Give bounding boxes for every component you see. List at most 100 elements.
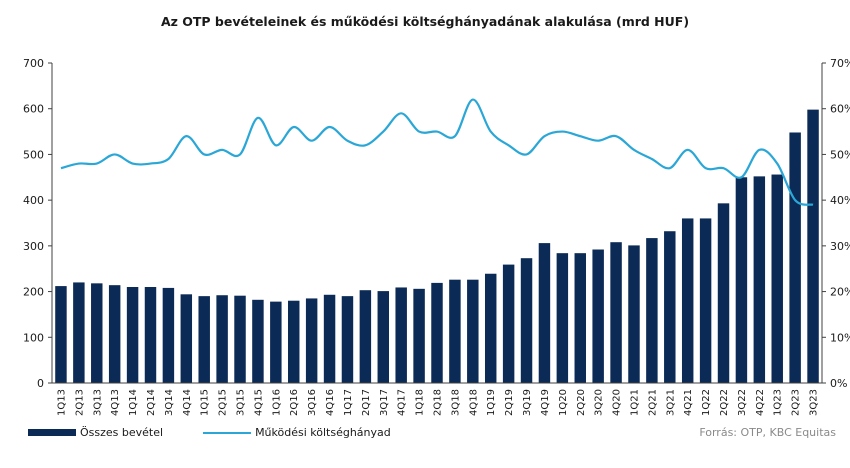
bar-1Q20: [556, 253, 569, 383]
y-left-tick-label: 500: [23, 148, 44, 161]
bar-1Q23: [771, 174, 783, 383]
legend-item-line: Működési költséghányad: [203, 426, 391, 439]
y-left-tick-label: 600: [23, 103, 44, 116]
bar-1Q17: [341, 296, 354, 383]
x-tick-label-1Q20: 1Q20: [558, 389, 569, 416]
legend-item-bar: Összes bevétel: [28, 426, 163, 439]
x-tick-label-2Q19: 2Q19: [504, 389, 515, 416]
bar-3Q20: [592, 249, 604, 383]
x-tick-label-4Q21: 4Q21: [683, 389, 694, 416]
bar-4Q15: [252, 299, 264, 383]
bar-3Q23: [807, 109, 819, 383]
x-tick-label-3Q16: 3Q16: [307, 389, 318, 416]
x-tick-label-1Q13: 1Q13: [56, 389, 67, 416]
x-tick-label-3Q21: 3Q21: [665, 389, 676, 416]
bar-4Q13: [108, 285, 121, 383]
x-tick-label-2Q18: 2Q18: [433, 389, 444, 416]
bar-series: [55, 109, 819, 383]
bar-1Q22: [699, 218, 712, 383]
bar-3Q17: [377, 291, 390, 383]
x-tick-label-1Q17: 1Q17: [343, 389, 354, 416]
x-tick-label-4Q17: 4Q17: [397, 389, 408, 416]
x-tick-label-4Q16: 4Q16: [325, 389, 336, 416]
y-left-tick-label: 700: [23, 57, 44, 70]
bar-2Q15: [216, 295, 228, 383]
chart-title: Az OTP bevételeinek és működési költségh…: [160, 14, 690, 29]
x-tick-label-3Q23: 3Q23: [809, 389, 820, 416]
x-tick-label-1Q15: 1Q15: [200, 389, 211, 416]
x-tick-label-4Q13: 4Q13: [110, 389, 121, 416]
x-tick-label-4Q15: 4Q15: [253, 389, 264, 416]
x-tick-label-3Q18: 3Q18: [450, 389, 461, 416]
bar-4Q16: [323, 294, 336, 383]
bar-4Q22: [753, 176, 766, 383]
x-tick-label-1Q14: 1Q14: [128, 389, 139, 416]
bar-3Q22: [735, 177, 748, 383]
line-series: [60, 98, 814, 206]
bar-2Q16: [288, 300, 300, 383]
x-tick-label-4Q14: 4Q14: [182, 389, 193, 416]
bar-2Q19: [502, 264, 515, 383]
y-right-tick-label: 70%: [830, 57, 850, 70]
x-tick-label-2Q22: 2Q22: [719, 389, 730, 416]
x-tick-label-3Q15: 3Q15: [236, 389, 247, 416]
x-tick-label-2Q17: 2Q17: [361, 389, 372, 416]
line-koltseghanyad: [60, 98, 814, 206]
bar-1Q21: [628, 245, 640, 383]
bar-3Q13: [91, 283, 103, 383]
x-tick-label-3Q13: 3Q13: [92, 389, 103, 416]
y-left-tick-label: 200: [23, 286, 44, 299]
y-left-tick-label: 0: [37, 377, 44, 390]
y-left-tick-label: 100: [23, 331, 44, 344]
bar-3Q14: [162, 287, 175, 383]
bar-4Q18: [467, 279, 479, 383]
x-tick-label-3Q14: 3Q14: [164, 389, 175, 416]
bar-3Q15: [234, 295, 246, 383]
source-note: Forrás: OTP, KBC Equitas: [699, 426, 836, 439]
y-right-tick-label: 30%: [830, 240, 850, 253]
bar-2Q14: [144, 287, 157, 383]
axes: 0 100 200 300 400 500 600 700 0% 10% 20% 30% 40% 50% 6…: [23, 57, 850, 416]
x-tick-label-2Q23: 2Q23: [791, 389, 802, 416]
legend: Összes bevétel Működési költséghányad: [28, 426, 431, 439]
x-tick-label-4Q19: 4Q19: [540, 389, 551, 416]
x-tick-label-3Q22: 3Q22: [737, 389, 748, 416]
bar-2Q18: [431, 282, 443, 383]
legend-swatch-line: [203, 431, 252, 434]
bar-2Q21: [646, 238, 658, 383]
x-tick-label-2Q16: 2Q16: [289, 389, 300, 416]
bar-2Q17: [359, 290, 372, 383]
bar-1Q15: [198, 296, 210, 383]
x-tick-label-2Q20: 2Q20: [576, 389, 587, 416]
bar-2Q13: [73, 282, 85, 383]
x-tick-label-1Q16: 1Q16: [271, 389, 282, 416]
x-tick-label-1Q22: 1Q22: [701, 389, 712, 416]
legend-label-line: Működési költséghányad: [255, 426, 391, 439]
y-right-tick-label: 20%: [830, 286, 850, 299]
y-right-tick-label: 0%: [830, 377, 847, 390]
bar-3Q18: [449, 279, 461, 383]
x-tick-label-1Q19: 1Q19: [486, 389, 497, 416]
x-tick-label-2Q13: 2Q13: [74, 389, 85, 416]
bar-1Q16: [270, 301, 282, 383]
x-tick-label-3Q19: 3Q19: [522, 389, 533, 416]
bar-2Q20: [574, 253, 586, 383]
y-left-tick-label: 300: [23, 240, 44, 253]
y-right-tick-label: 50%: [830, 148, 850, 161]
x-tick-label-2Q14: 2Q14: [146, 389, 157, 416]
bar-1Q18: [413, 288, 425, 383]
x-tick-label-3Q20: 3Q20: [594, 389, 605, 416]
bar-4Q17: [395, 287, 407, 383]
x-tick-label-4Q22: 4Q22: [755, 389, 766, 416]
x-tick-label-2Q21: 2Q21: [647, 389, 658, 416]
bar-3Q21: [664, 231, 676, 383]
x-tick-label-4Q18: 4Q18: [468, 389, 479, 416]
y-right-tick-label: 40%: [830, 194, 850, 207]
bar-2Q23: [789, 132, 801, 383]
bar-4Q21: [681, 218, 694, 383]
bar-4Q14: [180, 294, 193, 383]
y-left-tick-label: 400: [23, 194, 44, 207]
legend-swatch-bar: [28, 429, 76, 436]
